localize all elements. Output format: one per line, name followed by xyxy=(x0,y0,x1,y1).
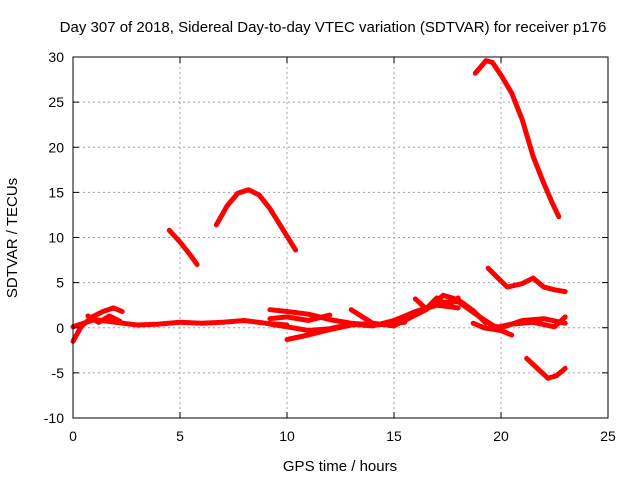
y-tick-label: 20 xyxy=(48,139,64,155)
series-arc-13 xyxy=(472,58,562,220)
series-layer xyxy=(70,58,568,381)
x-axis-label: GPS time / hours xyxy=(283,458,397,475)
y-tick-label: 10 xyxy=(48,230,64,246)
series-arc-1 xyxy=(70,305,125,344)
tick-layer: 0 5 10 15 20 25 -10 -5 0 5 10 15 20 25 30 xyxy=(44,49,616,444)
series-arc-2 xyxy=(70,317,290,330)
series-arc-11 xyxy=(402,292,489,326)
y-tick-label: 5 xyxy=(56,275,64,291)
series-arc-18 xyxy=(524,355,568,381)
series-arc-17 xyxy=(487,314,568,332)
grid-layer xyxy=(73,57,608,418)
x-tick-label: 10 xyxy=(279,428,295,444)
x-tick-label: 0 xyxy=(69,428,77,444)
y-tick-label: 25 xyxy=(48,94,64,110)
x-tick-label: 20 xyxy=(493,428,509,444)
series-arc-3 xyxy=(85,313,123,325)
y-tick-label: -10 xyxy=(44,410,64,426)
y-tick-label: 30 xyxy=(48,49,64,65)
chart-title: Day 307 of 2018, Sidereal Day-to-day VTE… xyxy=(60,19,607,36)
x-tick-label: 5 xyxy=(176,428,184,444)
y-tick-label: -5 xyxy=(52,365,65,381)
x-tick-label: 25 xyxy=(600,428,616,444)
series-arc-12 xyxy=(412,295,461,312)
x-tick-label: 15 xyxy=(386,428,402,444)
series-arc-5 xyxy=(213,187,299,253)
y-tick-label: 15 xyxy=(48,184,64,200)
series-arc-4 xyxy=(166,227,200,268)
y-axis-label: SDTVAR / TECUs xyxy=(4,178,21,298)
series-arc-14 xyxy=(485,265,568,295)
y-tick-label: 0 xyxy=(56,320,64,336)
